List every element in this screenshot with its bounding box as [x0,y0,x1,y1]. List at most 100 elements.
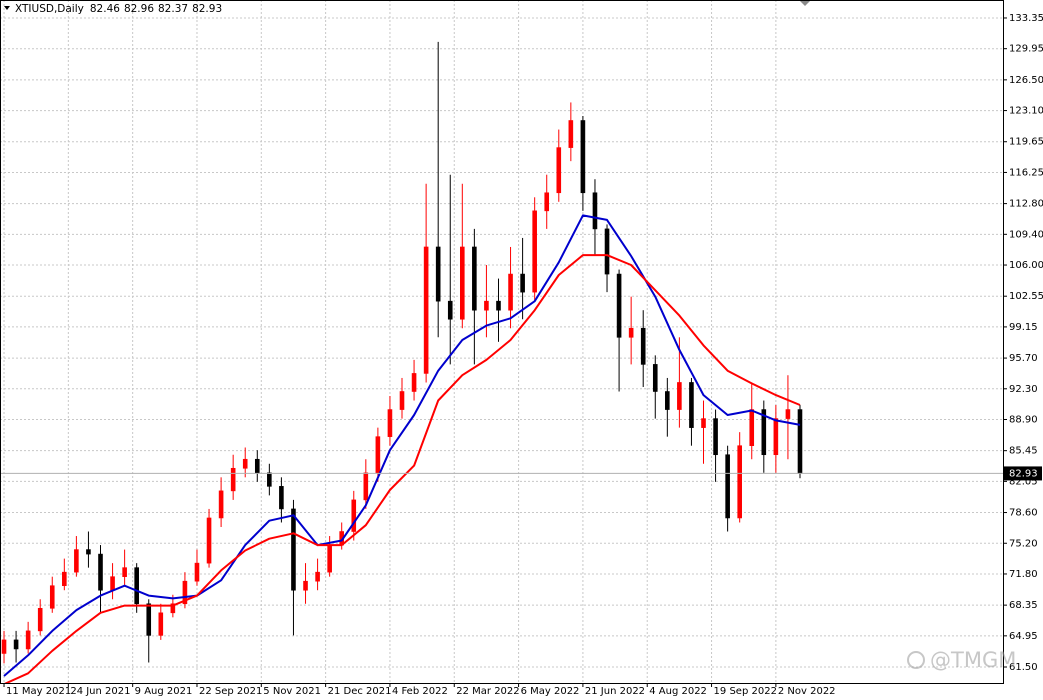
candle-body [496,300,501,311]
candle-body [460,246,465,320]
candle-body [327,544,332,573]
candle-body [13,639,19,650]
x-tick-label: 5 Nov 2021 [263,686,321,697]
candle-body [435,246,441,302]
close-value: 82.93 [192,3,222,15]
candle-body [315,571,320,582]
candle-body [773,418,779,456]
plot-area [0,41,1003,683]
shift-marker [800,1,810,6]
y-tick-label: 126.50 [1009,75,1043,86]
candle-body [556,147,562,194]
y-tick-label: 112.80 [1009,199,1043,210]
candle-body [230,467,236,492]
last-price-tag [1004,466,1042,481]
candle-body [532,210,537,293]
candle-body [267,472,272,487]
x-tick-label: 11 May 2021 [6,686,71,697]
candle-body [423,246,429,374]
candle-body [387,409,393,437]
last-price-label: 82.93 [1009,468,1038,479]
candle-body [86,549,91,555]
candle-body [520,273,525,293]
candle-body [182,580,188,605]
y-tick-label: 133.35 [1009,13,1043,24]
y-tick-label: 64.95 [1009,631,1038,642]
x-tick-label: 24 Jun 2021 [70,686,130,697]
candle-body [797,409,803,474]
axes: 133.35 129.95 126.50 123.10 119.65 116.25 112.… [3,13,1043,697]
y-tick-label: 102.55 [1009,291,1043,302]
candle-body [701,418,706,428]
x-tick-label: 21 Jun 2022 [585,686,645,697]
moving-average-line [4,254,801,683]
candle-body [98,553,103,591]
y-tick-label: 88.90 [1009,415,1038,426]
y-tick-label: 123.10 [1009,106,1043,117]
candle-body [749,409,755,446]
candle-body [1,639,7,654]
y-tick-label: 95.70 [1009,353,1038,364]
x-tick-label: 9 Aug 2021 [135,686,193,697]
x-tick-label: 22 Sep 2021 [199,686,262,697]
menu-arrow[interactable] [4,6,10,10]
symbol: XTIUSD,Daily [15,3,84,15]
y-tick-label: 61.50 [1009,662,1038,673]
candle-body [652,364,658,392]
candle-body [580,120,586,194]
candle-body [279,486,284,510]
y-tick-label: 85.45 [1009,446,1038,457]
candle-body [447,300,453,320]
open-value: 82.46 [90,3,120,15]
candle-body [218,490,224,519]
candle-body [291,508,296,591]
candle-body [122,567,127,577]
candle-body [37,607,43,632]
candle-body [170,603,176,614]
candle-body [677,382,682,410]
candle-body [351,499,357,532]
candle-body [194,562,200,582]
candle-body [110,576,115,591]
candle-body [375,436,381,474]
candle-body [544,192,550,212]
y-tick-label: 68.35 [1009,600,1038,611]
candle-body [592,192,598,230]
candle-body [74,549,79,573]
x-tick-label: 4 Aug 2022 [649,686,707,697]
candle-body [242,458,248,469]
candle-body [472,246,477,311]
candle-body [158,612,164,636]
chart-header: XTIUSD,Daily 82.46 82.96 82.37 82.93 [15,3,222,15]
y-tick-label: 99.15 [1009,322,1038,333]
candle-body [25,630,31,650]
candle-body [785,409,791,419]
candle-body [761,409,767,456]
watermark: @TMGM [907,648,1016,672]
high-value: 82.96 [124,3,154,15]
candle-body [134,567,139,605]
candle-body [616,273,622,338]
y-tick-label: 129.95 [1009,44,1043,55]
watermark-text: @TMGM [930,648,1016,672]
y-tick-label: 119.65 [1009,137,1043,148]
candle-body [689,382,694,428]
candle-body [604,228,610,275]
x-tick-label: 4 Feb 2022 [392,686,448,697]
candle-body [146,603,152,636]
candle-body [640,327,646,365]
candle-body [206,517,212,564]
y-tick-label: 75.20 [1009,538,1038,549]
candle-body [484,300,489,311]
candle-body [725,454,730,519]
y-tick-label: 109.40 [1009,229,1043,240]
candle-body [363,472,369,501]
y-tick-label: 71.80 [1009,569,1038,580]
candle-body [568,120,574,148]
candle-body [62,571,67,587]
candle-body [628,327,634,338]
y-tick-label: 92.30 [1009,384,1038,395]
moving-average-line [3,214,801,677]
